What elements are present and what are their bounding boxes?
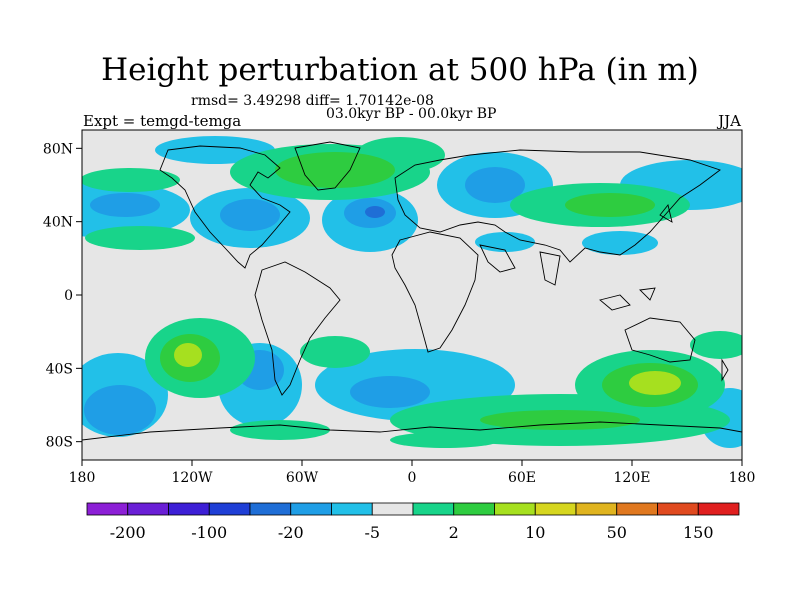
coastlines xyxy=(82,141,742,441)
colorbar: -200 -100 -20 -5 2 10 50 150 xyxy=(86,502,740,542)
colorbar-swatch xyxy=(127,502,169,516)
colorbar-label: -20 xyxy=(278,523,304,542)
colorbar-swatch xyxy=(208,502,251,516)
season-label: JJA xyxy=(718,112,741,130)
lat-tick-label: 0 xyxy=(64,288,73,304)
colorbar-swatch xyxy=(575,502,618,516)
map-panel xyxy=(82,130,742,460)
deepest-negative-contours xyxy=(365,206,385,218)
colorbar-swatch xyxy=(331,502,373,516)
moderate-positive-contours xyxy=(160,152,698,430)
colorbar-swatch xyxy=(249,502,292,516)
lon-tick-label: 120W xyxy=(171,470,213,486)
map-title: Height perturbation at 500 hPa (in m) xyxy=(101,52,699,88)
lat-tick-label: 80N xyxy=(43,141,73,157)
colorbar-swatch xyxy=(657,502,699,516)
lon-tick-label: 60W xyxy=(286,470,319,486)
colorbar-swatch xyxy=(86,502,129,516)
experiment-label: Expt = temgd-temga xyxy=(83,112,242,130)
colorbar-swatch xyxy=(290,502,332,516)
colorbar-swatch xyxy=(697,502,740,516)
latitude-ticks: 80N 40N 0 40S 80S xyxy=(43,141,82,451)
period-text: 03.0kyr BP - 00.0kyr BP xyxy=(326,106,497,122)
longitude-ticks: 180 120W 60W 0 60E 120E 180 xyxy=(69,460,756,486)
lon-tick-label: 120E xyxy=(614,470,651,486)
colorbar-label: -5 xyxy=(364,523,380,542)
lon-tick-label: 60E xyxy=(508,470,536,486)
colorbar-swatch xyxy=(371,502,414,516)
lat-tick-label: 40N xyxy=(43,215,73,231)
colorbar-swatch xyxy=(534,502,577,516)
colorbar-label: 10 xyxy=(525,523,545,542)
colorbar-swatch xyxy=(494,502,536,516)
stats-text: rmsd= 3.49298 diff= 1.70142e-08 xyxy=(191,93,434,109)
strong-positive-contours xyxy=(174,343,681,395)
colorbar-label: -200 xyxy=(110,523,146,542)
colorbar-swatch xyxy=(168,502,210,516)
lat-tick-label: 40S xyxy=(46,361,73,377)
lon-tick-label: 0 xyxy=(408,470,417,486)
lat-tick-label: 80S xyxy=(46,435,73,451)
colorbar-swatch xyxy=(412,502,455,516)
colorbar-label: 150 xyxy=(683,523,714,542)
colorbar-label: 50 xyxy=(607,523,627,542)
lon-tick-label: 180 xyxy=(729,470,756,486)
colorbar-label: -100 xyxy=(191,523,227,542)
strong-negative-contours xyxy=(84,167,525,435)
lon-tick-label: 180 xyxy=(69,470,96,486)
colorbar-swatch xyxy=(453,502,495,516)
colorbar-swatch xyxy=(616,502,658,516)
colorbar-label: 2 xyxy=(449,523,459,542)
